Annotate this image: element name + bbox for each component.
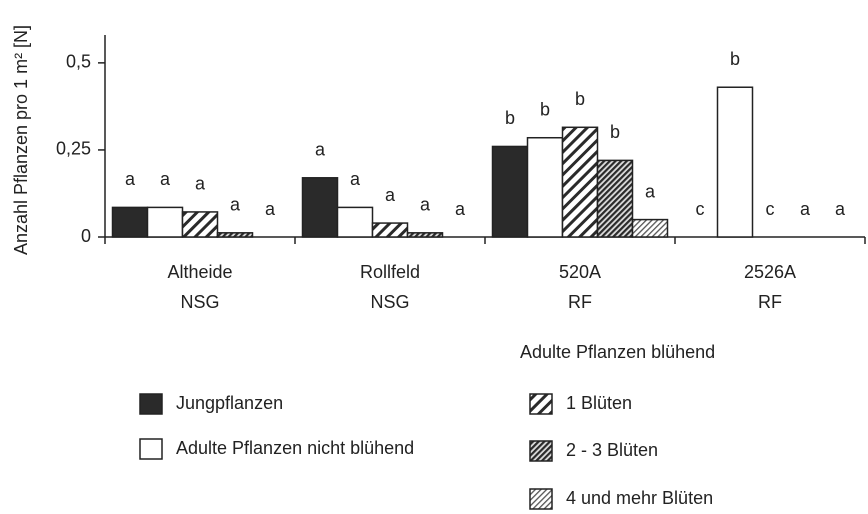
bar — [526, 136, 564, 238]
legend-swatch — [529, 488, 553, 510]
x-tick-label: NSG — [180, 292, 219, 312]
significance-letter: a — [800, 199, 811, 219]
legend-swatch — [139, 438, 163, 460]
bar — [111, 206, 149, 238]
legend-swatch — [139, 393, 163, 415]
significance-letter: c — [766, 199, 775, 219]
significance-letter: b — [730, 49, 740, 69]
legend-swatch — [529, 440, 553, 462]
legend-label: 4 und mehr Blüten — [566, 488, 713, 508]
significance-letter: a — [420, 195, 431, 215]
significance-letter: a — [455, 199, 466, 219]
y-axis-label: Anzahl Pflanzen pro 1 m² [N] — [11, 25, 31, 255]
bar — [596, 159, 634, 238]
x-tick-label: RF — [568, 292, 592, 312]
bar — [561, 126, 599, 238]
bar — [336, 206, 374, 238]
x-tick-label: RF — [758, 292, 782, 312]
bar — [716, 86, 754, 238]
significance-letter: a — [835, 199, 846, 219]
bar — [406, 232, 444, 238]
legend-label: Adulte Pflanzen nicht blühend — [176, 438, 414, 458]
significance-letter: a — [125, 169, 136, 189]
bar — [491, 145, 529, 238]
x-tick-label: NSG — [370, 292, 409, 312]
y-tick-label: 0,5 — [66, 52, 91, 72]
bar — [181, 211, 219, 238]
legend-group-title: Adulte Pflanzen blühend — [520, 342, 715, 362]
significance-letter: a — [315, 140, 326, 160]
x-tick-label: 520A — [559, 262, 601, 282]
significance-letter: b — [540, 99, 550, 119]
significance-letter: a — [195, 174, 206, 194]
y-tick-label: 0 — [81, 226, 91, 246]
bar — [631, 218, 669, 238]
legend-swatch — [529, 393, 553, 415]
x-tick-label: 2526A — [744, 262, 796, 282]
x-tick-label: Altheide — [167, 262, 232, 282]
significance-letter: a — [160, 169, 171, 189]
significance-letter: b — [575, 89, 585, 109]
bar — [216, 232, 254, 238]
significance-letter: a — [385, 185, 396, 205]
bar — [301, 177, 339, 238]
bar — [146, 206, 184, 238]
y-tick-label: 0,25 — [56, 139, 91, 159]
significance-letter: c — [696, 199, 705, 219]
significance-letter: a — [265, 199, 276, 219]
significance-letter: b — [505, 108, 515, 128]
legend-label: 1 Blüten — [566, 393, 632, 413]
significance-letter: a — [350, 169, 361, 189]
legend-label: Jungpflanzen — [176, 393, 283, 413]
significance-letter: a — [645, 181, 656, 201]
legend-label: 2 - 3 Blüten — [566, 440, 658, 460]
x-tick-label: Rollfeld — [360, 262, 420, 282]
significance-letter: a — [230, 195, 241, 215]
significance-letter: b — [610, 122, 620, 142]
bar — [371, 222, 409, 238]
